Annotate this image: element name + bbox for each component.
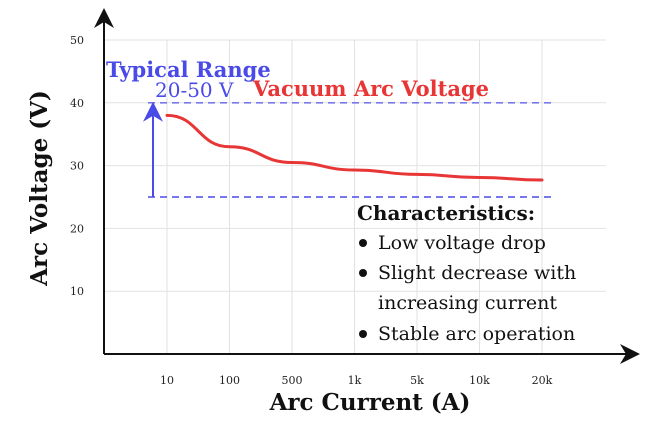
bullet-1: [359, 239, 367, 247]
x-tick-label: 5k: [410, 374, 424, 387]
series-label: Vacuum Arc Voltage: [252, 76, 489, 101]
characteristic-item-2: Slight decrease with: [378, 262, 576, 284]
x-tick-label: 20k: [532, 374, 553, 387]
characteristics-box: Characteristics: Low voltage drop Slight…: [357, 201, 576, 345]
range-label: 20-50 V: [155, 78, 234, 102]
y-tick-labels: 10 20 30 40 50: [70, 34, 84, 298]
y-tick-label: 30: [70, 160, 84, 173]
x-axis-title: Arc Current (A): [269, 389, 471, 416]
x-tick-label: 10: [160, 374, 174, 387]
x-tick-label: 500: [282, 374, 303, 387]
x-tick-label: 10k: [469, 374, 490, 387]
characteristics-title: Characteristics:: [357, 201, 535, 225]
typical-range: [143, 101, 556, 198]
y-tick-label: 40: [70, 97, 84, 110]
y-tick-label: 20: [70, 222, 84, 235]
characteristic-item-1: Low voltage drop: [378, 232, 546, 254]
x-tick-label: 1k: [348, 374, 362, 387]
y-tick-label: 10: [70, 285, 84, 298]
series-line-vacuum-arc-voltage: [165, 113, 544, 182]
bullet-2: [359, 269, 367, 277]
y-tick-label: 50: [70, 34, 84, 47]
characteristic-item-4: Stable arc operation: [378, 323, 575, 345]
characteristic-item-3: increasing current: [378, 292, 557, 314]
y-axis-title: Arc Voltage (V): [26, 90, 53, 287]
range-title: Typical Range: [106, 57, 271, 82]
x-tick-labels: 10 100 500 1k 5k 10k 20k: [160, 374, 553, 387]
bullet-3: [359, 330, 367, 338]
x-tick-label: 100: [219, 374, 240, 387]
